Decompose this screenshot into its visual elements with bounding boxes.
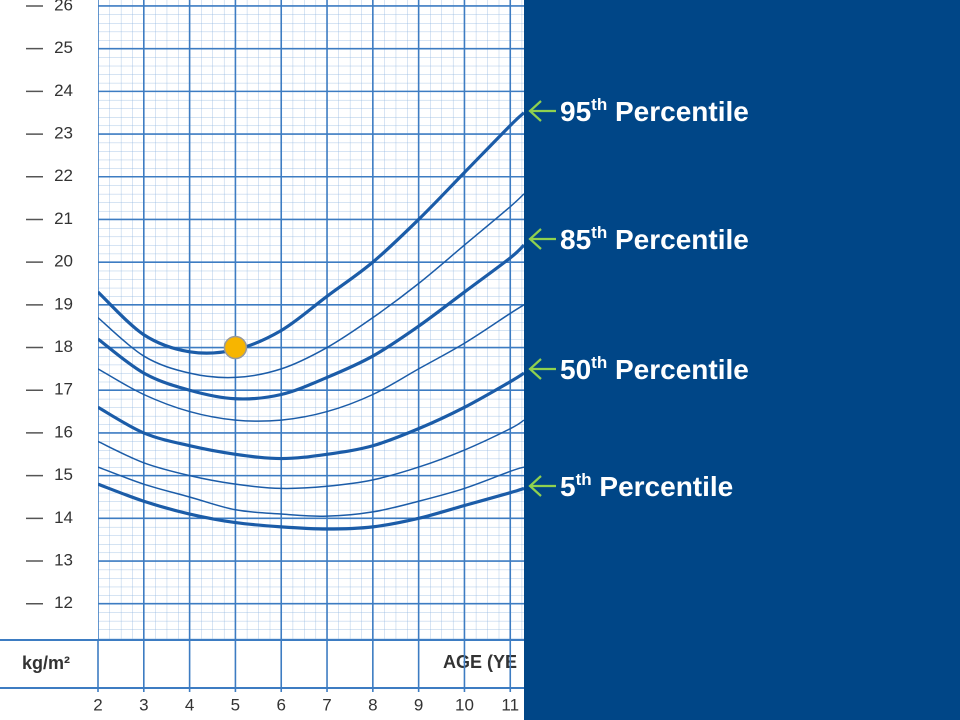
x-tick-label: 8	[368, 695, 377, 714]
y-tick-label: 19	[54, 294, 73, 313]
percentile-curve	[98, 304, 524, 422]
percentile-curve	[98, 419, 524, 490]
y-tick-label: 24	[54, 81, 73, 100]
data-point	[223, 335, 248, 360]
annotation: 5th Percentile	[560, 470, 733, 502]
annotation-number: 85	[560, 224, 591, 255]
y-tick-label: 17	[54, 380, 73, 399]
y-tick-label: 23	[54, 124, 73, 143]
annotation-suffix: th	[591, 353, 607, 372]
y-tick-label: 26	[54, 0, 73, 14]
x-axis-label: AGE (YE	[443, 652, 517, 672]
axes: kg/m² AGE (YE 12131415161718192021222324…	[0, 0, 528, 715]
annotation-suffix: th	[576, 470, 592, 489]
arrow	[528, 358, 556, 380]
y-tick-label: 18	[54, 337, 73, 356]
annotation: 50th Percentile	[560, 353, 749, 385]
y-tick-label: 15	[54, 465, 73, 484]
x-tick-label: 7	[322, 695, 331, 714]
arrow	[528, 100, 556, 122]
arrow	[528, 475, 556, 497]
annotation-number: 50	[560, 354, 591, 385]
y-tick-label: 21	[54, 209, 73, 228]
x-tick-label: 6	[276, 695, 285, 714]
y-tick-label: 13	[54, 550, 73, 569]
x-tick-label: 3	[139, 695, 148, 714]
percentile-curve	[98, 243, 524, 401]
y-tick-label: 14	[54, 508, 73, 527]
annotation: 85th Percentile	[560, 223, 749, 255]
x-tick-label: 11	[501, 695, 519, 714]
y-axis-label: kg/m²	[22, 653, 70, 673]
annotation-text: Percentile	[607, 224, 749, 255]
y-tick-label: 12	[54, 593, 73, 612]
annotation-text: Percentile	[592, 471, 734, 502]
percentile-curve	[98, 111, 524, 355]
y-tick-label: 16	[54, 422, 73, 441]
annotation: 95th Percentile	[560, 95, 749, 127]
annotation-suffix: th	[591, 223, 607, 242]
side-panel	[524, 0, 960, 720]
percentile-curve	[98, 371, 524, 461]
y-tick-label: 22	[54, 166, 73, 185]
arrow	[528, 228, 556, 250]
percentile-curve	[98, 482, 524, 531]
y-tick-label: 25	[54, 38, 73, 57]
annotation-text: Percentile	[607, 96, 749, 127]
percentile-curve	[98, 193, 524, 379]
annotation-text: Percentile	[607, 354, 749, 385]
x-tick-label: 4	[185, 695, 194, 714]
x-tick-label: 10	[455, 695, 474, 714]
y-tick-label: 20	[54, 252, 73, 271]
x-tick-label: 2	[93, 695, 102, 714]
minor-grid	[98, 0, 524, 640]
label-backdrop	[438, 648, 528, 678]
plot	[98, 0, 524, 640]
x-tick-label: 9	[414, 695, 423, 714]
annotation-suffix: th	[591, 95, 607, 114]
x-tick-label: 5	[231, 695, 240, 714]
annotation-number: 5	[560, 471, 576, 502]
annotation-number: 95	[560, 96, 591, 127]
percentile-curve	[98, 466, 524, 517]
